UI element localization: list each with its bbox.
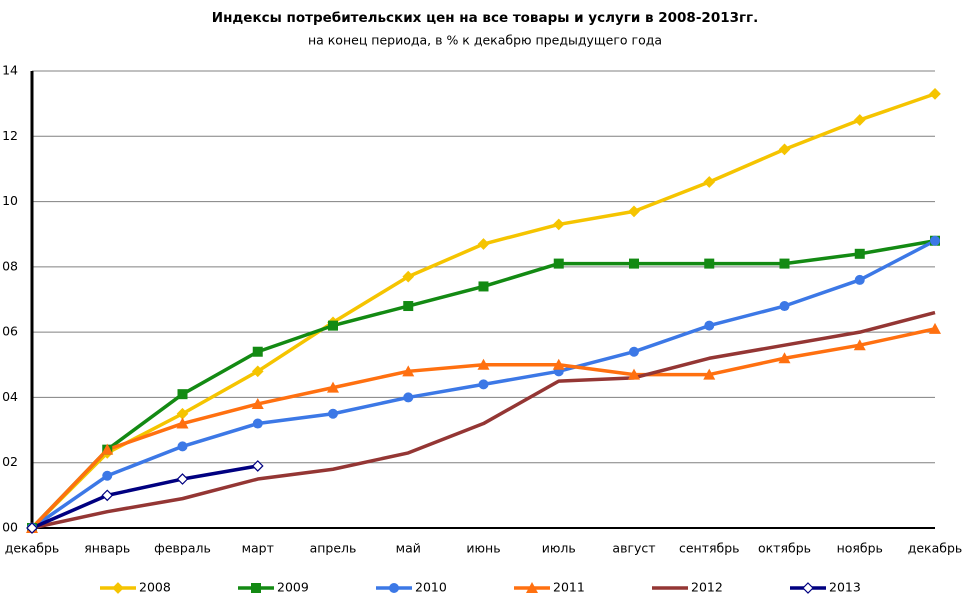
point xyxy=(477,238,490,250)
point xyxy=(251,365,264,378)
point xyxy=(177,389,188,400)
point xyxy=(930,235,940,246)
y-tick-label: 08 xyxy=(2,258,18,273)
x-tick-label: январь xyxy=(84,541,130,556)
point xyxy=(177,441,188,452)
point xyxy=(704,258,715,269)
point xyxy=(478,281,489,292)
point xyxy=(176,417,189,429)
x-tick-label: октябрь xyxy=(758,541,811,556)
point xyxy=(477,358,490,370)
legend-marker xyxy=(526,582,538,593)
legend-label: 2012 xyxy=(691,580,723,595)
point xyxy=(26,522,38,534)
y-tick-label: 06 xyxy=(2,324,18,339)
point xyxy=(779,258,790,269)
point xyxy=(703,176,716,188)
point xyxy=(252,418,263,429)
point xyxy=(854,274,865,285)
point xyxy=(552,358,565,370)
x-tick-label: февраль xyxy=(154,541,211,556)
legend-label: 2013 xyxy=(829,580,861,595)
y-tick-label: 04 xyxy=(2,389,18,404)
point xyxy=(403,301,414,312)
point xyxy=(102,470,113,481)
legend-label: 2009 xyxy=(277,580,309,595)
point xyxy=(402,365,415,377)
legend-marker xyxy=(802,582,814,594)
point xyxy=(929,322,941,334)
chart-subtitle: на конец периода, в % к декабрю предыдущ… xyxy=(308,33,662,48)
chart-title: Индексы потребительских цен на все товар… xyxy=(212,10,758,26)
x-tick-label: ноябрь xyxy=(837,541,883,556)
point xyxy=(552,218,565,231)
point xyxy=(101,443,114,455)
x-tick-label: апрель xyxy=(310,541,357,556)
x-tick-label: май xyxy=(396,541,421,556)
point xyxy=(328,408,338,419)
series-line xyxy=(31,464,259,530)
point xyxy=(778,143,791,156)
x-tick-label: август xyxy=(612,541,655,556)
x-tick-label: июль xyxy=(542,541,576,556)
y-tick-label: 14 xyxy=(2,63,18,78)
y-tick-label: 12 xyxy=(2,128,18,143)
point xyxy=(628,368,640,380)
point xyxy=(779,301,790,312)
point xyxy=(778,352,791,364)
point xyxy=(327,381,339,393)
point xyxy=(853,114,866,126)
point xyxy=(402,270,415,283)
point xyxy=(703,368,716,380)
point xyxy=(252,346,263,357)
point xyxy=(704,320,715,331)
legend-label: 2008 xyxy=(139,580,171,595)
point xyxy=(553,258,564,269)
x-tick-label: март xyxy=(242,541,274,556)
legend-marker xyxy=(112,582,124,594)
point xyxy=(101,489,114,502)
legend-label: 2010 xyxy=(415,580,447,595)
point xyxy=(251,397,264,409)
x-tick-label: декабрь xyxy=(908,541,963,556)
point xyxy=(403,392,414,403)
point xyxy=(629,258,639,269)
x-tick-label: декабрь xyxy=(5,541,60,556)
point xyxy=(478,379,489,390)
point xyxy=(251,460,264,472)
point xyxy=(854,248,865,259)
x-tick-label: июнь xyxy=(466,541,500,556)
series-line xyxy=(31,310,936,530)
point xyxy=(176,473,189,485)
point xyxy=(929,88,941,100)
point xyxy=(328,320,338,331)
y-tick-label: 00 xyxy=(2,520,18,535)
series-line xyxy=(30,327,936,530)
legend-label: 2011 xyxy=(553,580,585,595)
point xyxy=(629,346,639,357)
point xyxy=(853,339,866,351)
y-tick-label: 02 xyxy=(2,454,18,469)
y-tick-label: 10 xyxy=(2,193,18,208)
legend-marker xyxy=(389,583,399,593)
point xyxy=(628,205,640,218)
x-tick-label: сентябрь xyxy=(679,541,740,556)
legend-marker xyxy=(251,583,261,593)
